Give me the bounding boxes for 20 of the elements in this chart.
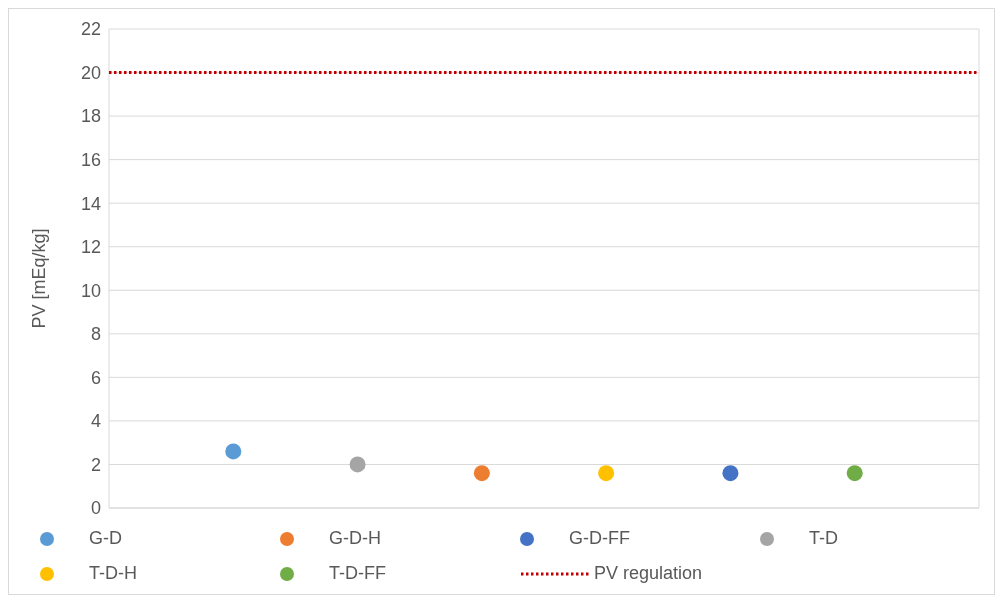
y-tick-label: 16 <box>80 150 101 171</box>
y-axis-title: PV [mEq/kg] <box>29 228 50 329</box>
y-tick-label: 0 <box>90 498 101 519</box>
y-tick-label: 8 <box>90 324 101 345</box>
legend-label: T-D-H <box>89 563 137 584</box>
y-tick-label: 18 <box>80 106 101 127</box>
legend-label: G-D <box>89 528 122 549</box>
y-tick-label: 20 <box>80 62 101 83</box>
y-tick-label: 10 <box>80 280 101 301</box>
y-tick-label: 2 <box>90 454 101 475</box>
y-tick-label: 22 <box>80 19 101 40</box>
legend-label: G-D-H <box>329 528 381 549</box>
y-tick-label: 14 <box>80 193 101 214</box>
y-tick-label: 4 <box>90 411 101 432</box>
legend-label: T-D-FF <box>329 563 386 584</box>
legend-label: T-D <box>809 528 838 549</box>
y-tick-label: 12 <box>80 237 101 258</box>
y-tick-label: 6 <box>90 367 101 388</box>
legend-label: PV regulation <box>594 563 703 584</box>
legend-label: G-D-FF <box>569 528 630 549</box>
